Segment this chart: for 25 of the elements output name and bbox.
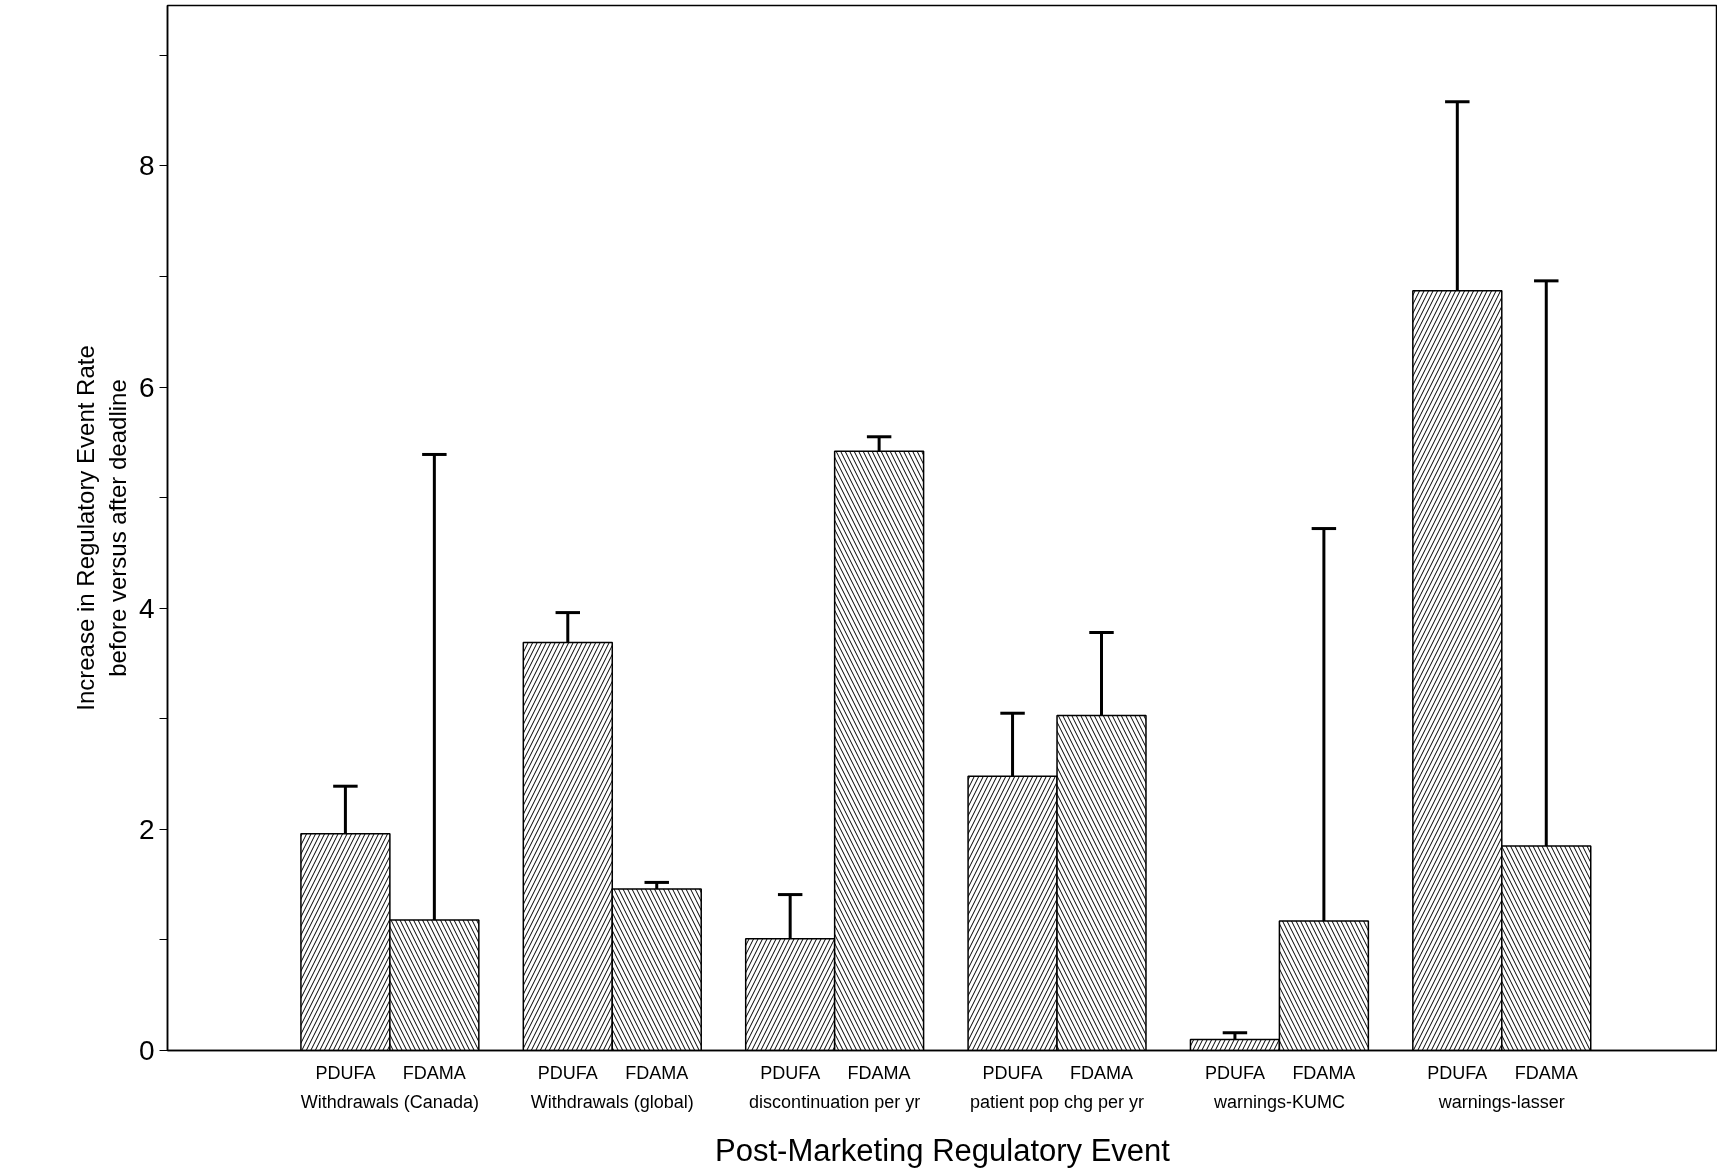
x-tick-label: Withdrawals (global)	[530, 1091, 694, 1112]
y-tick-label: 8	[138, 150, 155, 182]
text: FDAMA	[625, 1062, 689, 1083]
x-tick-label: patient pop chg per yr	[969, 1091, 1145, 1112]
x-tick-label: warnings-lasser	[1437, 1091, 1565, 1112]
y-tick-label: 0	[138, 1035, 155, 1066]
text: PDUFA	[1204, 1062, 1265, 1083]
text: PDUFA	[760, 1062, 821, 1083]
text: FDAMA	[847, 1062, 911, 1083]
x-tick-label: discontinuation per yr	[749, 1091, 921, 1112]
series-label: FDAMA	[402, 1062, 466, 1083]
y-tick-label: 2	[138, 813, 155, 845]
y-tick-label: 6	[138, 371, 155, 403]
series-label: PDUFA	[315, 1062, 376, 1083]
text: FDAMA	[1514, 1062, 1578, 1083]
y-axis-title: Increase in Regulatory Event Rate before versus after deadline	[71, 345, 131, 711]
text: FDAMA	[1292, 1062, 1356, 1083]
text: PDUFA	[1427, 1062, 1488, 1083]
x-axis-title: Post-Marketing Regulatory Event	[715, 1132, 1171, 1168]
x-tick-label: Withdrawals (Canada)	[300, 1091, 479, 1112]
x-tick-label: warnings-KUMC	[1212, 1091, 1345, 1112]
y-tick-label: 4	[138, 592, 155, 624]
text: PDUFA	[537, 1062, 598, 1083]
text: PDUFA	[982, 1062, 1043, 1083]
text: FDAMA	[1070, 1062, 1133, 1083]
